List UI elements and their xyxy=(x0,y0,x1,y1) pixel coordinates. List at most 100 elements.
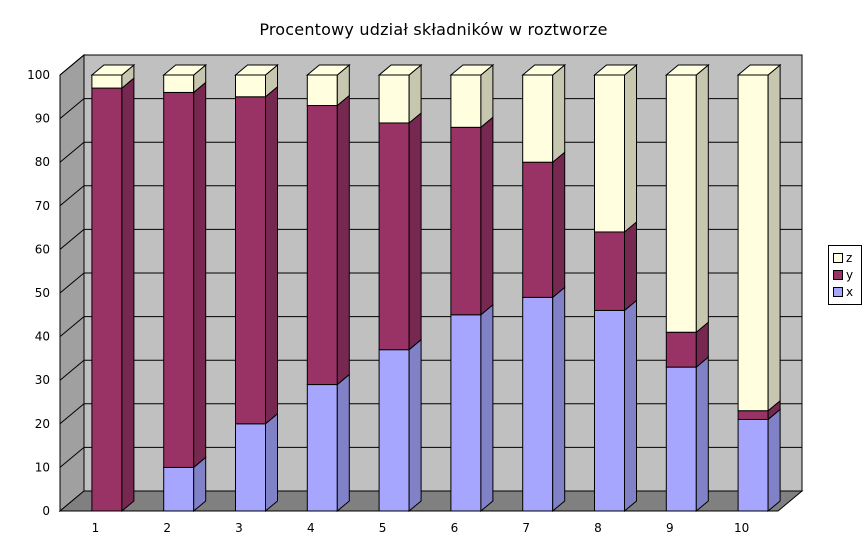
bar-side-y-6 xyxy=(480,116,494,316)
bar-side-y-7 xyxy=(552,151,566,299)
bar-x-8 xyxy=(594,309,625,512)
bar-x-5 xyxy=(378,349,410,512)
legend-label: z xyxy=(846,250,853,265)
bar-y-9 xyxy=(665,331,697,368)
y-tick-label: 90 xyxy=(35,112,50,126)
bar-side-x-6 xyxy=(480,303,494,513)
bar-top-1 xyxy=(90,64,136,76)
x-tick-label: 4 xyxy=(307,521,315,535)
gridline-side xyxy=(59,359,85,381)
bar-side-y-2 xyxy=(193,81,207,469)
y-tick-label: 80 xyxy=(35,155,50,169)
bar-top-10 xyxy=(736,64,782,76)
bar-side-x-7 xyxy=(552,286,566,513)
y-tick-label: 30 xyxy=(35,373,50,387)
bar-side-y-4 xyxy=(336,94,350,386)
bar-side-z-10 xyxy=(767,63,781,412)
bar-x-2 xyxy=(163,466,195,512)
y-tick-label: 50 xyxy=(35,286,50,300)
bar-side-x-10 xyxy=(767,408,781,513)
x-tick-label: 6 xyxy=(451,521,459,535)
bar-side-x-5 xyxy=(408,338,422,513)
bar-top-5 xyxy=(377,64,423,76)
bar-z-2 xyxy=(163,74,195,93)
bar-side-x-3 xyxy=(265,412,278,513)
bar-top-7 xyxy=(521,64,567,76)
gridline-side xyxy=(59,98,85,119)
x-tick-label: 1 xyxy=(92,521,100,535)
y-tick-label: 20 xyxy=(35,417,50,431)
bar-y-2 xyxy=(163,91,195,468)
bar-x-7 xyxy=(522,296,554,512)
bar-top-9 xyxy=(664,64,710,76)
bar-y-3 xyxy=(235,96,266,425)
bar-top-3 xyxy=(234,64,279,76)
bar-z-4 xyxy=(306,74,338,107)
gridline-side xyxy=(59,54,85,76)
bar-top-2 xyxy=(162,64,208,76)
bar-side-y-8 xyxy=(624,220,637,312)
bar-top-6 xyxy=(449,64,495,76)
bar-z-3 xyxy=(235,74,266,98)
bar-y-7 xyxy=(522,161,554,298)
bar-top-8 xyxy=(593,64,638,76)
bar-y-4 xyxy=(306,105,338,386)
bar-side-z-8 xyxy=(624,63,637,234)
bar-side-z-6 xyxy=(480,63,494,129)
x-tick-label: 3 xyxy=(235,521,243,535)
legend-label: x xyxy=(846,284,854,299)
gridline-side xyxy=(59,229,85,250)
legend-item: z xyxy=(833,249,861,266)
bar-side-z-9 xyxy=(695,63,709,334)
legend-label: y xyxy=(846,267,854,282)
bar-z-7 xyxy=(522,74,554,163)
bar-top-4 xyxy=(305,64,351,76)
bar-z-9 xyxy=(665,74,697,333)
gridline-side xyxy=(59,272,85,294)
y-tick-label: 60 xyxy=(35,242,50,256)
bar-x-4 xyxy=(306,384,338,512)
bar-y-10 xyxy=(737,410,769,420)
y-tick-label: 100 xyxy=(27,68,50,82)
bar-side-z-7 xyxy=(552,63,566,164)
bar-z-5 xyxy=(378,74,410,124)
bar-side-y-3 xyxy=(265,85,278,425)
x-tick-label: 2 xyxy=(163,521,171,535)
bar-side-x-9 xyxy=(695,356,709,513)
gridline-side xyxy=(59,447,85,468)
gridline-side xyxy=(59,403,85,425)
x-tick-label: 9 xyxy=(666,521,674,535)
x-tick-label: 8 xyxy=(594,521,602,535)
bar-side-x-4 xyxy=(336,373,350,513)
x-tick-label: 5 xyxy=(379,521,387,535)
bar-side-y-5 xyxy=(408,111,422,351)
y-tick-label: 70 xyxy=(35,199,50,213)
gridline-side xyxy=(59,316,85,337)
legend-swatch xyxy=(833,269,843,280)
x-tick-label: 10 xyxy=(734,521,749,535)
legend-item: x xyxy=(833,283,861,300)
bar-z-6 xyxy=(450,74,482,128)
legend-item: y xyxy=(833,266,861,283)
y-tick-label: 40 xyxy=(35,330,50,344)
legend-swatch xyxy=(833,252,843,263)
bar-x-9 xyxy=(665,366,697,512)
bar-y-8 xyxy=(594,231,625,311)
bar-y-6 xyxy=(450,126,482,316)
gridline-side xyxy=(59,141,85,163)
gridline-side xyxy=(59,185,85,207)
y-tick-label: 0 xyxy=(42,504,50,518)
bar-y-5 xyxy=(378,122,410,351)
bar-z-1 xyxy=(91,74,123,89)
bar-z-8 xyxy=(594,74,625,233)
bar-x-10 xyxy=(737,418,769,512)
bar-z-10 xyxy=(737,74,769,412)
bar-side-x-8 xyxy=(624,299,637,513)
chart-title: Procentowy udział składników w roztworze xyxy=(259,20,608,39)
x-tick-label: 7 xyxy=(522,521,530,535)
bar-x-3 xyxy=(235,423,266,512)
legend-swatch xyxy=(833,286,843,297)
bar-x-6 xyxy=(450,314,482,512)
